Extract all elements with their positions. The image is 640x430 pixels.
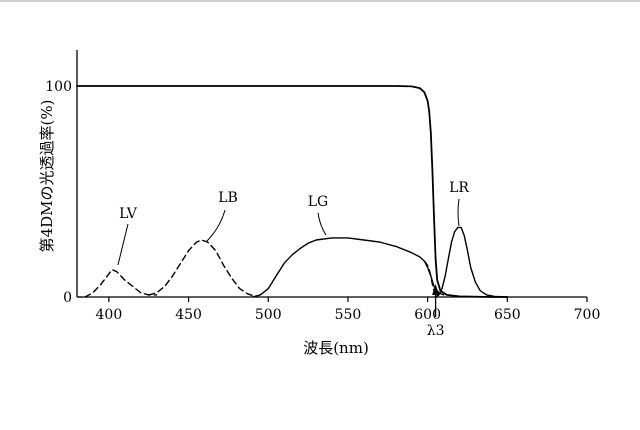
series-dm-transmittance-line	[77, 86, 507, 297]
series-lr-line	[436, 227, 508, 297]
curve-label-lg: LG	[308, 194, 328, 210]
x-tick-label-700: 700	[574, 307, 601, 323]
chart-axes: 400 450 500 550 600 650 700 0 100	[45, 50, 600, 323]
x-tick-label-500: 500	[255, 307, 282, 323]
curve-label-lb: LB	[218, 190, 238, 206]
y-tick-label-100: 100	[45, 79, 72, 95]
x-axis-title: 波長(nm)	[303, 339, 369, 357]
x-tick-label-400: 400	[96, 307, 123, 323]
leader-line-lb	[206, 210, 225, 242]
x-tick-label-650: 650	[494, 307, 521, 323]
x-tick-label-600: 600	[414, 307, 441, 323]
leader-line-lr	[458, 199, 459, 226]
leader-line-lv	[118, 224, 128, 265]
x-tick-label-550: 550	[335, 307, 362, 323]
y-tick-label-0: 0	[63, 290, 72, 306]
series-lg-line	[252, 238, 443, 297]
series-lb-line	[149, 240, 257, 297]
x-tick-label-450: 450	[175, 307, 202, 323]
y-axis-title: 第4DMの光透過率(%)	[38, 100, 56, 253]
series-lv-line	[85, 270, 157, 297]
leader-line-lg	[318, 213, 326, 235]
curve-label-lr: LR	[449, 180, 469, 196]
series-layer	[77, 86, 507, 297]
curve-label-lv: LV	[119, 206, 138, 222]
lambda3-marker-label: λ3	[427, 323, 445, 339]
